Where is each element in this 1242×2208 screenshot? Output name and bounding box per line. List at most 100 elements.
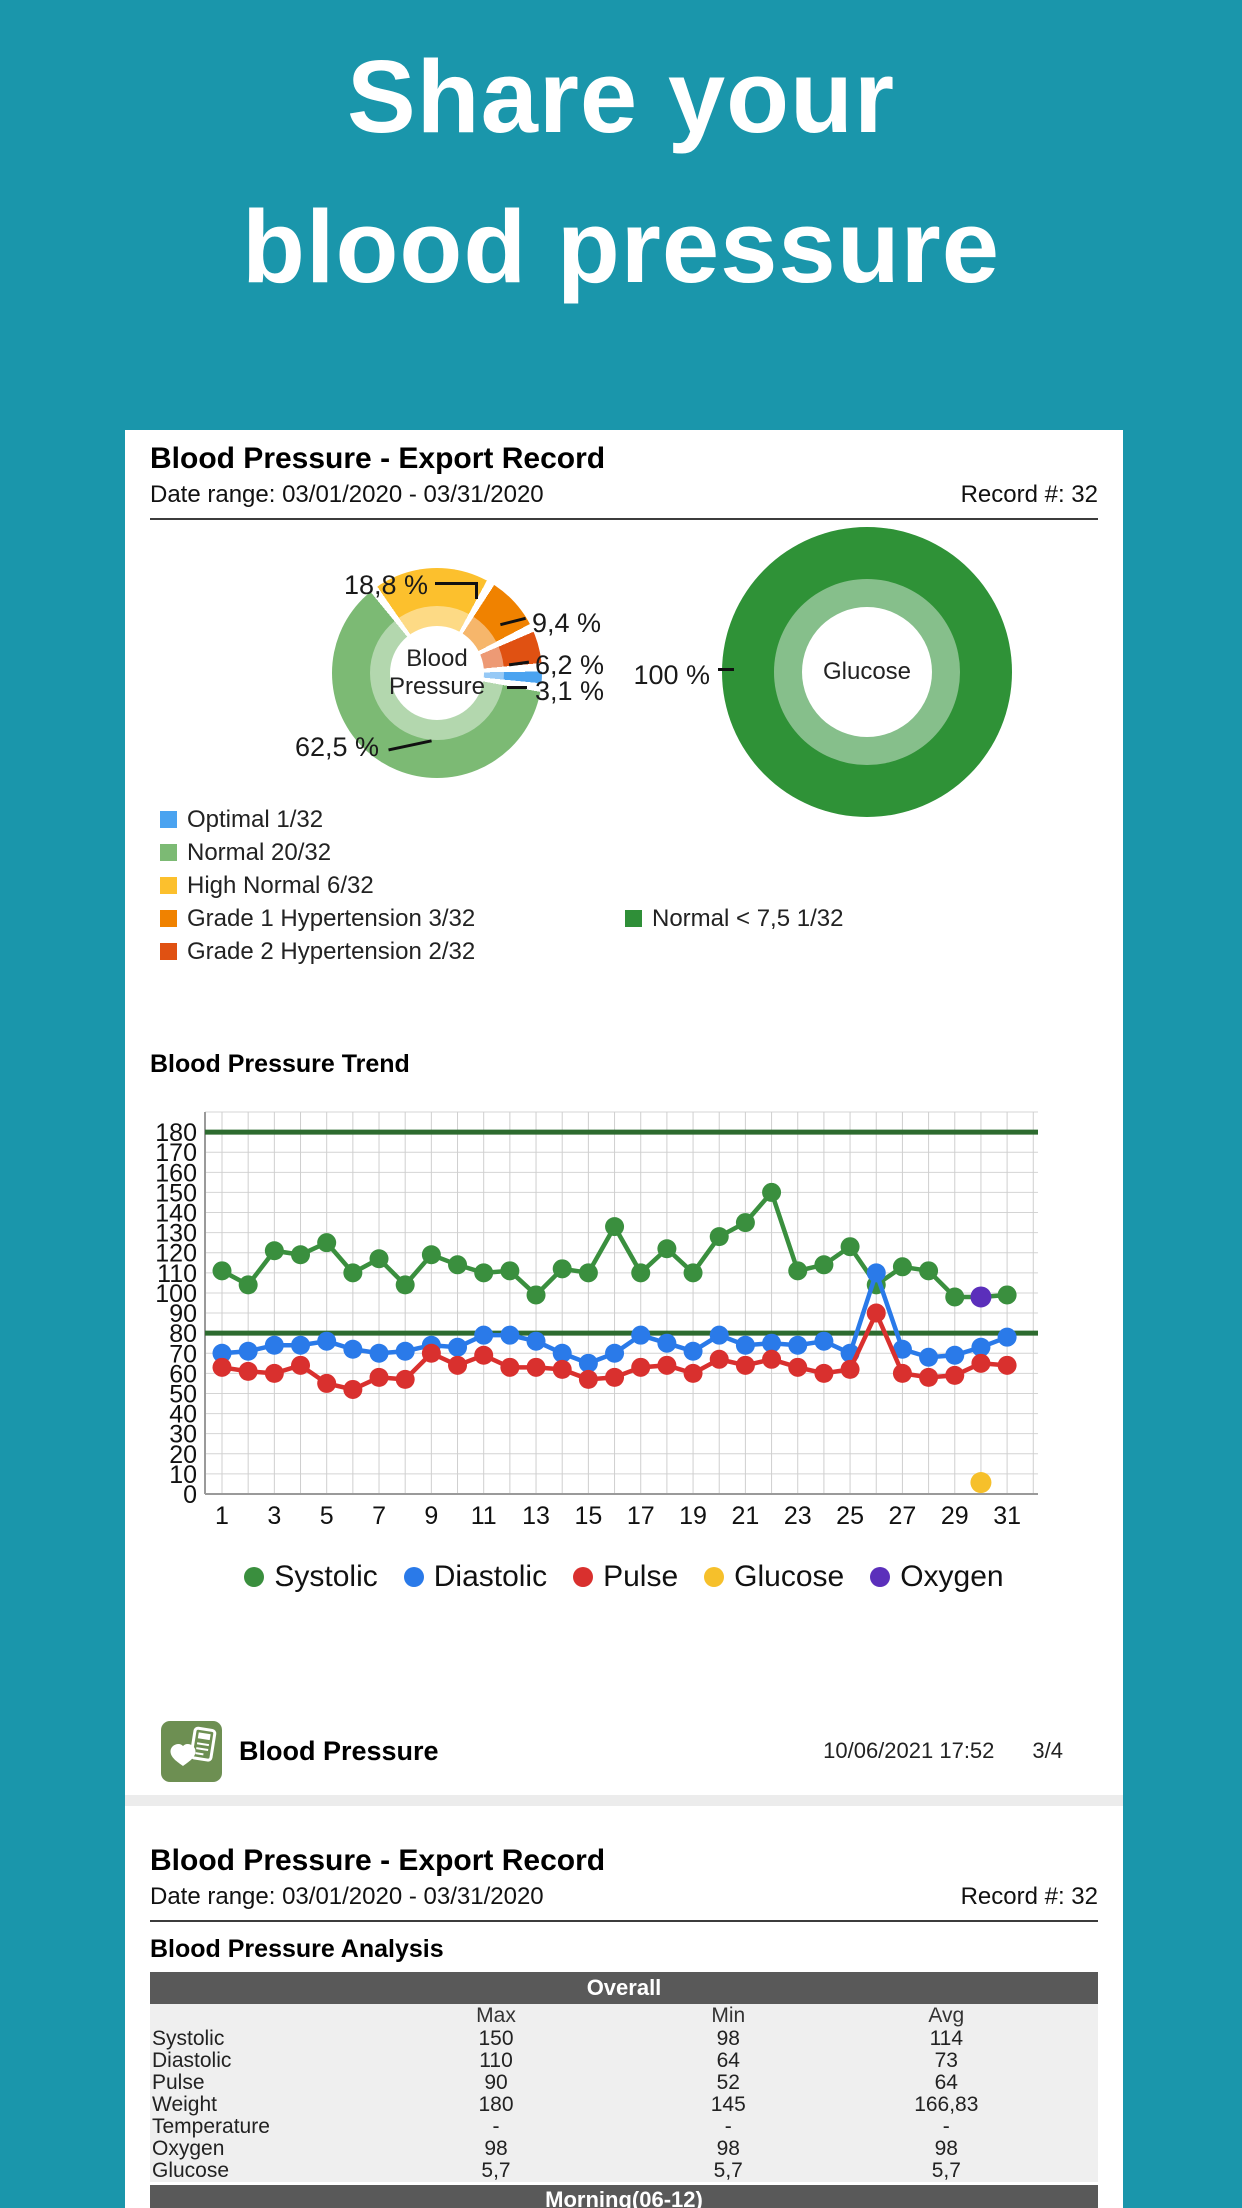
column-max: Max [476, 2004, 516, 2027]
table-cell: 145 [710, 2093, 746, 2116]
data-point-diastolic [264, 1335, 284, 1355]
data-point-systolic [395, 1275, 415, 1295]
svg-text:11: 11 [471, 1502, 497, 1530]
data-point-pulse [788, 1357, 808, 1377]
report-date-range: Date range: 03/01/2020 - 03/31/2020 [150, 481, 544, 508]
data-point-pulse [605, 1367, 625, 1387]
data-point-diastolic [919, 1347, 939, 1367]
report-record-count: Record #: 32 [960, 481, 1098, 508]
legend-swatch [160, 844, 177, 861]
data-point-diastolic [945, 1345, 965, 1365]
data-point-systolic [945, 1287, 965, 1307]
svg-text:110: 110 [157, 1260, 197, 1288]
donut-center-label: Blood Pressure [389, 625, 485, 721]
trend-legend-item: Diastolic [403, 1560, 548, 1594]
data-point-diastolic [866, 1263, 886, 1283]
page-title-line2: blood pressure [241, 189, 1001, 304]
legend-label: Diastolic [433, 1560, 548, 1593]
legend-dot [244, 1567, 265, 1587]
glucose-donut-chart: Glucose [722, 527, 1012, 817]
svg-text:17: 17 [627, 1502, 655, 1530]
data-point-systolic [526, 1285, 546, 1305]
table-row: Systolic 150 98 114 [150, 2027, 1098, 2050]
data-point-pulse [421, 1343, 441, 1363]
legend-item: Normal 20/32 [160, 836, 475, 869]
svg-text:180: 180 [155, 1119, 197, 1147]
report-record-count: Record #: 32 [960, 1883, 1098, 1910]
report-title: Blood Pressure - Export Record [150, 442, 606, 475]
legend-swatch [160, 910, 177, 927]
data-point-systolic [291, 1245, 311, 1265]
data-point-diastolic [448, 1337, 468, 1357]
analysis-table: Overall Max Min Avg Systolic 150 98 114 Dias… [150, 1972, 1098, 2208]
table-row: Weight 180 145 166,83 [150, 2093, 1098, 2116]
export-report-page-2: Blood Pressure - Export Record Date rang… [125, 1806, 1123, 2208]
leader-line [718, 668, 734, 671]
svg-text:140: 140 [155, 1200, 197, 1228]
data-point-systolic [552, 1259, 572, 1279]
table-cell: 5,7 [713, 2159, 743, 2182]
blood-pressure-donut-chart: Blood Pressure [332, 568, 542, 778]
svg-text:15: 15 [574, 1502, 602, 1530]
report-header: Blood Pressure - Export Record Date rang… [150, 1844, 1098, 1922]
footer-app-name: Blood Pressure [239, 1735, 439, 1766]
report-title: Blood Pressure - Export Record [150, 1844, 606, 1877]
legend-dot [573, 1567, 594, 1587]
svg-text:5: 5 [320, 1502, 334, 1530]
legend-label: Normal 20/32 [187, 838, 332, 866]
svg-text:40: 40 [169, 1401, 197, 1429]
legend-dot [870, 1567, 891, 1587]
data-point-pulse [578, 1369, 598, 1389]
page-separator [125, 1795, 1123, 1806]
data-point-diastolic [500, 1325, 520, 1345]
table-cell: Diastolic [152, 2049, 232, 2072]
pie-label-glucose-100: 100 % [633, 660, 710, 690]
data-point-pulse [212, 1357, 232, 1377]
legend-swatch [625, 910, 642, 927]
legend-label: Glucose [734, 1560, 845, 1593]
data-point-systolic [212, 1261, 232, 1281]
data-point-systolic [657, 1239, 677, 1259]
data-point-diastolic [971, 1337, 991, 1357]
data-point-diastolic [343, 1339, 363, 1359]
svg-text:30: 30 [169, 1421, 197, 1449]
data-point-systolic [343, 1263, 363, 1283]
svg-text:20: 20 [169, 1441, 197, 1469]
leader-line [435, 582, 478, 599]
data-point-diastolic [474, 1325, 494, 1345]
data-point-pulse [945, 1365, 965, 1385]
data-point-diastolic [892, 1339, 912, 1359]
table-cell: 64 [934, 2071, 958, 2094]
data-point-systolic [421, 1245, 441, 1265]
data-point-diastolic [552, 1343, 572, 1363]
data-point-systolic [578, 1263, 598, 1283]
svg-text:70: 70 [169, 1340, 197, 1368]
data-point-pulse [971, 1353, 991, 1373]
svg-text:13: 13 [522, 1502, 550, 1530]
data-point-pulse [291, 1355, 311, 1375]
table-cell: 98 [934, 2137, 958, 2160]
data-point-diastolic [526, 1331, 546, 1351]
export-report-page-1: Blood Pressure - Export Record Date rang… [125, 430, 1123, 1795]
table-row: Diastolic 110 64 73 [150, 2049, 1098, 2072]
legend-item: Grade 1 Hypertension 3/32 [160, 902, 475, 935]
data-point-systolic [762, 1182, 782, 1202]
svg-text:150: 150 [155, 1179, 197, 1207]
data-point-diastolic [605, 1343, 625, 1363]
table-cell: 52 [716, 2071, 740, 2094]
legend-item: Optimal 1/32 [160, 803, 475, 836]
data-point-pulse [238, 1361, 258, 1381]
page-title: Share your blood pressure [0, 22, 1242, 322]
header-divider [150, 518, 1098, 520]
pie-label-optimal: 3,1 % [535, 676, 605, 706]
legend-label: High Normal 6/32 [187, 871, 374, 899]
legend-dot [704, 1567, 725, 1587]
trend-legend-item: Glucose [704, 1560, 844, 1594]
data-point-oxygen [970, 1286, 992, 1308]
data-point-diastolic [709, 1325, 729, 1345]
legend-label: Systolic [274, 1560, 378, 1593]
data-point-pulse [866, 1303, 886, 1323]
table-cell: Oxygen [152, 2137, 225, 2160]
data-point-glucose [970, 1472, 992, 1494]
